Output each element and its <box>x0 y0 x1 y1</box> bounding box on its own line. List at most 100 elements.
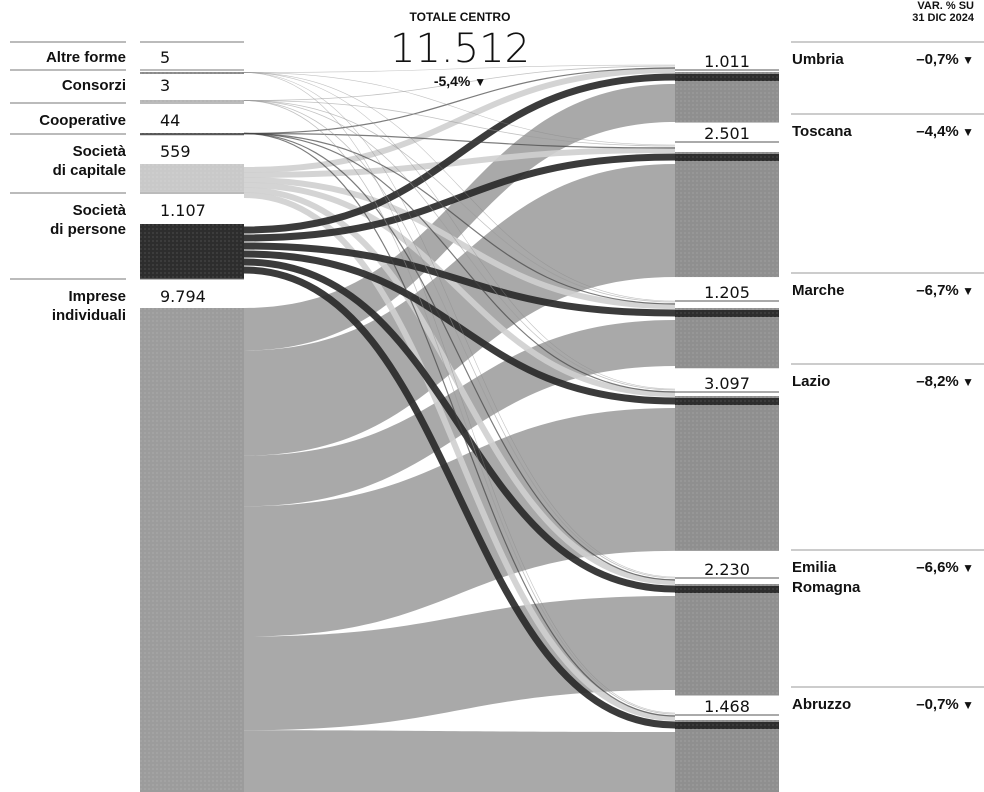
total-label: TOTALE CENTRO <box>409 10 511 24</box>
region-change: –4,4% ▼ <box>864 122 974 142</box>
flow-imprese-individuali <box>244 320 675 507</box>
region-label-line: Abruzzo <box>792 696 852 713</box>
region-label-line: Toscana <box>792 123 852 140</box>
region-label: Marche <box>792 281 845 301</box>
source-label: Altre forme <box>46 48 126 67</box>
region-change: –0,7% ▼ <box>864 695 974 715</box>
source-value: 559 <box>160 142 191 161</box>
source-value: 9.794 <box>160 287 206 306</box>
source-label-line: Imprese <box>68 288 126 305</box>
flow-imprese-individuali <box>244 164 675 456</box>
target-bar-texture <box>675 72 779 123</box>
region-change-value: –0,7% <box>916 696 959 713</box>
total-value: 11.512 <box>390 26 530 72</box>
flow-altre-forme <box>243 72 676 390</box>
target-bar-texture <box>675 152 779 278</box>
flow-cooperative <box>243 132 676 305</box>
change-header-line1: VAR. % SU <box>917 0 974 12</box>
flow-societa-di-persone <box>243 242 676 317</box>
total-change: -5,4% ▼ <box>390 73 530 89</box>
region-change: –0,7% ▼ <box>864 50 974 70</box>
target-value: 1.468 <box>704 697 750 716</box>
flow-societa-di-capitale <box>243 182 676 397</box>
change-header: VAR. % SU 31 DIC 2024 <box>912 0 974 24</box>
flow-consorzi <box>243 100 676 147</box>
flow-imprese-individuali <box>244 730 675 792</box>
target-bar-texture <box>675 308 779 369</box>
flow-societa-di-persone <box>243 266 676 729</box>
region-label: Lazio <box>792 372 830 392</box>
total-change-value: -5,4% <box>433 73 471 89</box>
flow-consorzi <box>243 100 676 391</box>
source-bar-texture <box>140 308 244 792</box>
source-label: Imprese individuali <box>52 287 126 325</box>
down-arrow-icon: ▼ <box>958 125 974 139</box>
region-label: Emilia Romagna <box>792 558 860 598</box>
source-label-line: Consorzi <box>61 77 126 94</box>
source-bar-texture <box>140 72 244 74</box>
flow-cooperative <box>243 132 676 717</box>
target-value: 2.230 <box>704 560 750 579</box>
target-value: 1.205 <box>704 283 750 302</box>
flow-societa-di-capitale <box>243 177 676 309</box>
region-change-value: –6,6% <box>916 559 959 576</box>
source-label: Consorzi <box>62 76 126 95</box>
flow-consorzi <box>243 65 676 101</box>
source-value: 3 <box>160 76 171 95</box>
source-label-line: Altre forme <box>45 49 126 66</box>
flow-consorzi <box>243 100 676 579</box>
region-change-value: –4,4% <box>916 123 959 140</box>
flow-societa-di-persone <box>243 73 676 234</box>
flow-consorzi <box>243 100 676 303</box>
region-label-line: Lazio <box>792 373 831 390</box>
target-value: 3.097 <box>704 374 750 393</box>
flow-cooperative <box>243 132 676 149</box>
region-change: –6,6% ▼ <box>864 558 974 578</box>
region-label-line: Emilia <box>792 559 837 576</box>
flow-altre-forme <box>243 64 676 73</box>
flow-imprese-individuali <box>244 408 675 637</box>
flow-cooperative <box>243 132 676 393</box>
source-label-line: Cooperative <box>39 112 126 129</box>
flow-altre-forme <box>243 72 676 578</box>
down-arrow-icon: ▼ <box>958 375 974 389</box>
region-label: Umbria <box>792 50 844 70</box>
flow-altre-forme <box>243 72 676 714</box>
flow-societa-di-persone <box>243 250 676 405</box>
source-label: Società di persone <box>50 201 126 239</box>
flow-consorzi <box>243 100 676 715</box>
target-bar-texture <box>675 396 779 551</box>
flow-societa-di-capitale <box>243 147 676 178</box>
region-change-value: –6,7% <box>916 282 959 299</box>
flow-societa-di-persone <box>243 153 676 242</box>
target-bar-texture <box>675 584 779 696</box>
source-bar-texture <box>140 100 244 102</box>
region-change-value: –0,7% <box>916 51 959 68</box>
flow-altre-forme <box>243 72 676 146</box>
source-label-line: Società <box>72 143 126 160</box>
flow-imprese-individuali <box>244 84 675 351</box>
source-bar-texture <box>140 164 244 192</box>
source-label: Società di capitale <box>53 142 126 180</box>
region-change-value: –8,2% <box>916 373 959 390</box>
source-label-line: di capitale <box>52 162 126 179</box>
region-label: Toscana <box>792 122 852 142</box>
down-arrow-icon: ▼ <box>474 75 487 89</box>
region-label-line: Romagna <box>792 579 861 596</box>
flow-societa-di-capitale <box>243 192 676 721</box>
flow-cooperative <box>243 67 676 135</box>
region-label: Abruzzo <box>792 695 851 715</box>
region-label-line: Umbria <box>792 51 844 68</box>
region-change: –8,2% ▼ <box>864 372 974 392</box>
flow-imprese-individuali <box>244 596 675 731</box>
source-bar-texture <box>140 224 244 280</box>
source-label-line: di persone <box>50 221 126 238</box>
source-value: 5 <box>160 48 171 67</box>
source-label: Cooperative <box>39 111 126 130</box>
source-value: 1.107 <box>160 201 206 220</box>
change-header-line2: 31 DIC 2024 <box>912 12 974 24</box>
flow-societa-di-capitale <box>243 187 676 585</box>
target-value: 1.011 <box>704 52 750 71</box>
flow-cooperative <box>243 132 676 581</box>
